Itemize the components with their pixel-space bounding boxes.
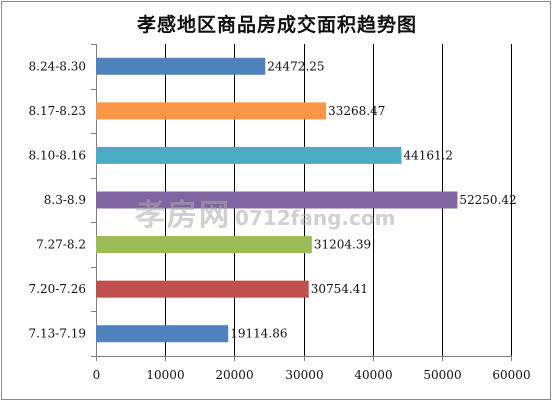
bar [96, 280, 309, 298]
value-label: 31204.39 [314, 238, 371, 252]
value-label: 44161.2 [403, 148, 453, 162]
watermark-url: 0712fang.com [235, 206, 396, 230]
value-label: 33268.47 [328, 104, 385, 118]
x-tick-label: 0 [93, 368, 101, 382]
bar [96, 102, 327, 120]
x-tick-label: 30000 [285, 368, 323, 382]
bar [96, 191, 458, 209]
value-label: 24472.25 [267, 59, 324, 73]
value-label: 52250.42 [459, 193, 516, 207]
watermark: 孝房网 0712fang.com [135, 190, 395, 234]
category-label: 8.24-8.30 [29, 59, 87, 73]
x-tick-label: 40000 [354, 368, 392, 382]
value-label: 30754.41 [311, 282, 368, 296]
bar [96, 236, 312, 254]
category-label: 8.3-8.9 [44, 193, 86, 207]
bar [96, 146, 402, 164]
watermark-chinese: 孝房网 [135, 198, 231, 233]
chart-title: 孝感地区商品房成交面积趋势图 [136, 14, 417, 36]
bar [96, 57, 266, 75]
x-tick-label: 60000 [492, 368, 530, 382]
category-label: 8.10-8.16 [29, 148, 87, 162]
x-tick-label: 10000 [146, 368, 184, 382]
x-tick-label: 20000 [215, 368, 253, 382]
bar [96, 325, 229, 343]
value-label: 19114.86 [230, 327, 287, 341]
category-label: 7.20-7.26 [29, 282, 87, 296]
category-label: 7.27-8.2 [36, 238, 86, 252]
category-label: 8.17-8.23 [29, 104, 87, 118]
x-tick-label: 50000 [423, 368, 461, 382]
category-label: 7.13-7.19 [29, 327, 87, 341]
